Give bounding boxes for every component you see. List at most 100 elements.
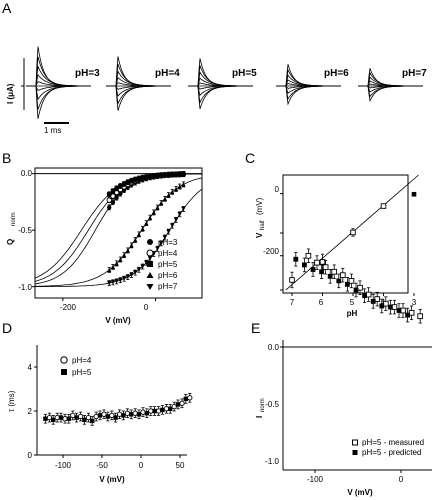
panel-a-label-ph6: pH=6: [324, 68, 349, 79]
panel-b-point-2: [173, 172, 179, 177]
panel-b-point-4: [114, 279, 119, 284]
panel-b-xtick-1: 0: [144, 303, 149, 312]
panel-b-point-4: [136, 267, 142, 272]
panel-e-legend-marker-predicted: [352, 450, 358, 455]
panel-d-xtick-0: -100: [55, 461, 72, 470]
panel-d-point-1: [175, 402, 181, 407]
panel-b-xlabel: V (mV): [105, 316, 131, 325]
panel-b-point-3: [125, 248, 130, 253]
panel-d-point-1: [183, 396, 188, 402]
panel-b-point-3: [114, 261, 119, 266]
panel-b-point-4: [170, 223, 175, 228]
panel-c-xtick-4: 3: [412, 298, 417, 307]
panel-e-point-1: [327, 273, 333, 279]
panel-b-point-4: [140, 264, 145, 269]
panel-d-point-0: [101, 411, 107, 417]
panel-b-frame: [34, 167, 203, 299]
panel-b-point-4: [107, 280, 112, 286]
panel-e-point-0: [322, 264, 329, 271]
panel-b-point-2: [155, 173, 160, 178]
panel-c-xlabel: pH: [347, 309, 358, 318]
panel-e-point-1: [379, 303, 385, 309]
panel-d-point-0: [70, 412, 76, 419]
panel-c-frame: [282, 174, 409, 294]
panel-b-ylabel: Q: [6, 239, 15, 245]
panel-b-legend-ph7: pH=7: [158, 282, 178, 291]
panel-e-xtick-0: -100: [307, 475, 324, 484]
panel-b-point-2: [118, 183, 123, 189]
panel-d-point-0: [140, 409, 146, 415]
panel-a-trace: [106, 85, 171, 111]
panel-b-point-4: [173, 217, 179, 223]
panel-b-point-2: [133, 177, 138, 182]
panel-d-point-1: [160, 407, 165, 413]
panel-a: I (μA) 1 ms pH=3 pH=4 pH=5 pH=6 pH=7: [6, 46, 427, 135]
panel-label-e: E: [251, 320, 260, 336]
panel-d-plot: [34, 366, 193, 458]
panel-d-point-1: [43, 416, 48, 421]
panel-e-ytick-2: -1.0: [265, 457, 279, 466]
panel-e-point-1: [370, 299, 376, 304]
panel-b-point-0: [110, 199, 116, 205]
panel-label-b: B: [2, 150, 11, 166]
panel-b-point-4: [158, 241, 164, 246]
panel-b-point-3: [121, 252, 127, 258]
panel-b-point-2: [107, 192, 112, 197]
panel-d: τ (ms) 0 2 4 -100 -50 0 50 V (mV) pH=4 p…: [7, 345, 193, 484]
panel-b-legend-marker-ph5: [147, 261, 153, 267]
panel-c-ylabel-sub: half: [260, 220, 266, 230]
panel-b-legend-ph3: pH=3: [158, 238, 178, 247]
panel-b-point-4: [125, 274, 130, 280]
panel-b-point-3: [166, 192, 171, 198]
panel-b-point-2: [162, 172, 168, 178]
panel-e-point-1: [388, 304, 393, 310]
panel-b: Q norm 0.0 -0.5 -1.0 -200 0 V (mV) pH=3 …: [6, 167, 203, 325]
panel-b-point-3: [177, 184, 182, 189]
panel-c-xtick-1: 6: [319, 298, 324, 307]
panel-d-point-0: [46, 414, 53, 421]
panel-b-legend-marker-ph3: [147, 239, 153, 245]
panel-e-point-1: [345, 281, 350, 287]
panel-b-point-2: [166, 172, 171, 177]
panel-b-legend-ph4: pH=4: [158, 249, 178, 258]
panel-b-ytick-1: -0.5: [18, 226, 32, 235]
panel-e-ylabel: I: [255, 416, 264, 418]
panel-d-point-1: [82, 417, 87, 422]
panel-b-ylabel-sub: norm: [11, 212, 17, 226]
panel-b-legend-marker-ph6: [146, 272, 154, 278]
panel-a-label-ph3: pH=3: [75, 68, 100, 79]
panel-e-point-1: [353, 287, 359, 293]
panel-b-point-2: [144, 174, 149, 180]
panel-e-legend: pH=5 - measured pH=5 - predicted: [352, 438, 424, 457]
panel-b-point-3: [155, 205, 160, 210]
panel-b-point-3: [129, 243, 134, 248]
panel-c-xtick-0: 7: [290, 298, 295, 307]
panel-a-trace: [276, 85, 341, 100]
panel-b-point-3: [173, 186, 179, 192]
panel-a-trace: [26, 85, 91, 110]
panel-b-point-2: [121, 181, 127, 187]
panel-e-point-1: [336, 278, 342, 284]
panel-e-point-0: [348, 278, 355, 284]
panel-b-point-4: [177, 212, 182, 217]
panel-d-point-0: [93, 413, 99, 420]
panel-b-point-4: [162, 235, 168, 240]
panel-e-plot: [280, 232, 424, 473]
panel-a-trace: [188, 85, 253, 104]
panel-d-xlabel: V (mV): [99, 475, 125, 484]
panel-a-trace: [26, 85, 91, 119]
panel-b-legend-marker-ph7: [146, 284, 154, 290]
panel-d-legend-marker-ph4: [60, 356, 68, 364]
panel-a-trace: [358, 85, 423, 98]
panel-d-xtick-2: 0: [139, 461, 144, 470]
panel-d-point-1: [136, 412, 142, 417]
panel-d-point-0: [124, 410, 131, 416]
panel-d-point-1: [90, 418, 95, 424]
panel-c-ylabel: V: [255, 232, 264, 238]
panel-b-point-2: [181, 171, 186, 177]
panel-b-point-2: [136, 176, 142, 181]
panel-e-point-1: [310, 267, 316, 272]
panel-b-point-3: [151, 210, 156, 215]
panel-d-point-1: [121, 413, 126, 418]
panel-c-ytick-0: 0: [275, 185, 280, 194]
